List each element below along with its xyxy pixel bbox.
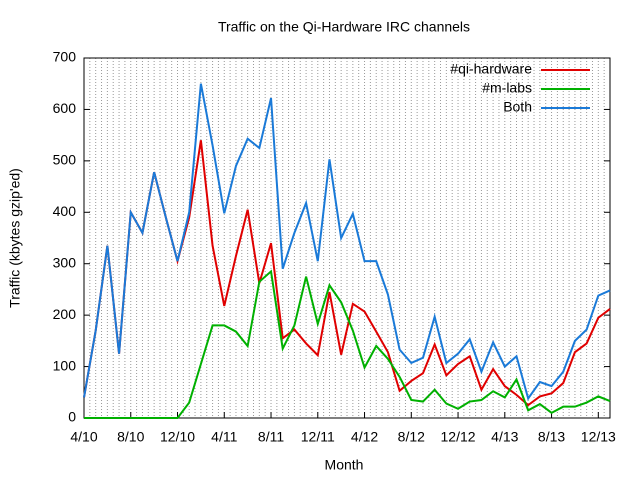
x-tick-label: 12/10	[160, 429, 195, 445]
x-axis-label: Month	[325, 457, 364, 473]
x-tick-label: 12/11	[301, 429, 335, 445]
y-tick-label: 300	[53, 254, 77, 270]
y-tick-label: 600	[53, 100, 77, 116]
x-tick-label: 4/11	[211, 429, 237, 445]
x-tick-label: 8/13	[538, 429, 565, 445]
series-line	[84, 269, 611, 419]
legend-label: #m-labs	[482, 80, 532, 96]
y-axis-label: Traffic (kbytes gzip'ed)	[7, 168, 23, 308]
x-tick-label: 8/12	[398, 429, 425, 445]
legend-label: Both	[503, 99, 532, 115]
chart-title: Traffic on the Qi-Hardware IRC channels	[218, 19, 470, 35]
x-tick-label: 12/12	[441, 429, 476, 445]
x-tick-label: 8/11	[258, 429, 284, 445]
plot-frame	[83, 57, 611, 419]
y-tick-label: 200	[53, 306, 77, 322]
y-tick-label: 100	[53, 357, 77, 373]
x-tick-label: 4/12	[351, 429, 378, 445]
x-tick-label: 12/13	[581, 429, 616, 445]
x-tick-label: 4/13	[491, 429, 518, 445]
y-tick-label: 0	[68, 409, 76, 425]
y-tick-label: 500	[53, 152, 77, 168]
series-line	[83, 140, 611, 407]
x-tick-label: 4/10	[70, 429, 97, 445]
y-tick-label: 700	[53, 49, 77, 65]
x-tick-label: 8/10	[117, 429, 144, 445]
legend-label: #qi-hardware	[450, 61, 532, 77]
y-tick-label: 400	[53, 203, 77, 219]
series-line	[83, 83, 611, 401]
